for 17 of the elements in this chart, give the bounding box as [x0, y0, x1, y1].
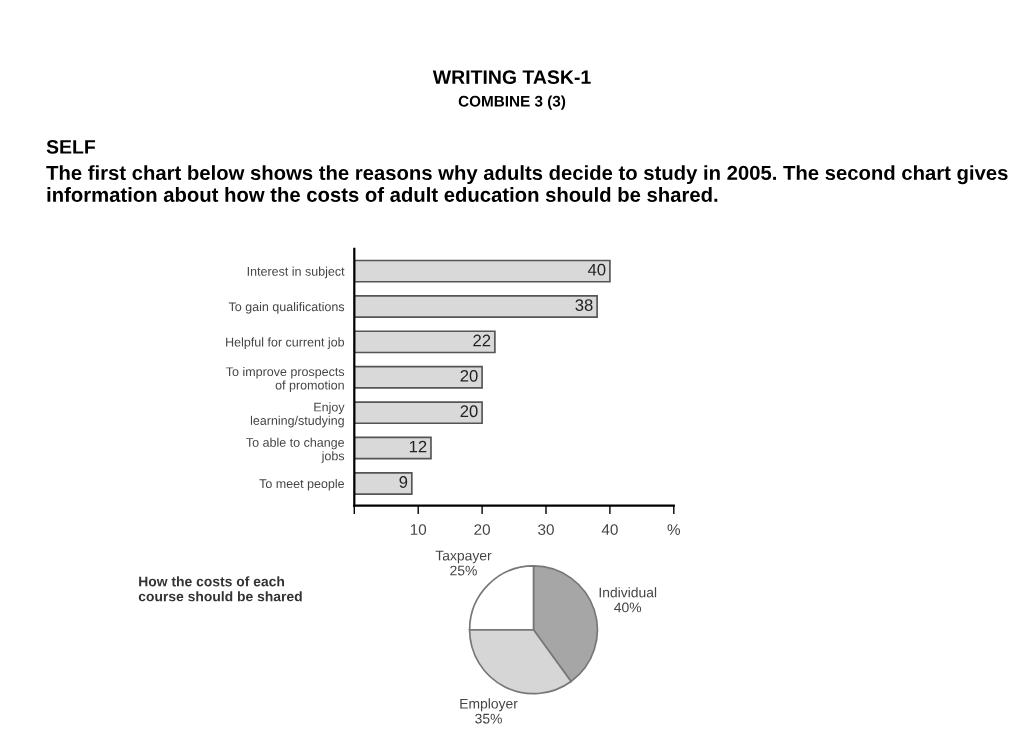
bar — [354, 436, 432, 460]
data-label: 9 — [399, 476, 408, 488]
data-label: 38 — [575, 299, 593, 311]
text: SELF — [46, 139, 96, 154]
data-label: 12 — [409, 440, 427, 453]
data-label: 40 — [587, 263, 606, 276]
bar — [354, 365, 483, 389]
text: The first chart below shows the reasons why adults decide to study in 2005. The second chart gives information about how the costs of adult education should be shared. — [46, 165, 1008, 202]
bar — [354, 401, 483, 425]
bar — [354, 295, 598, 318]
data-label: 22 — [473, 334, 491, 347]
data-label: 20 — [460, 369, 478, 382]
bar — [354, 330, 496, 354]
bar — [354, 471, 413, 495]
data-label: 20 — [460, 405, 478, 418]
bar — [354, 259, 611, 283]
text: WRITING TASK-1 — [432, 70, 591, 85]
